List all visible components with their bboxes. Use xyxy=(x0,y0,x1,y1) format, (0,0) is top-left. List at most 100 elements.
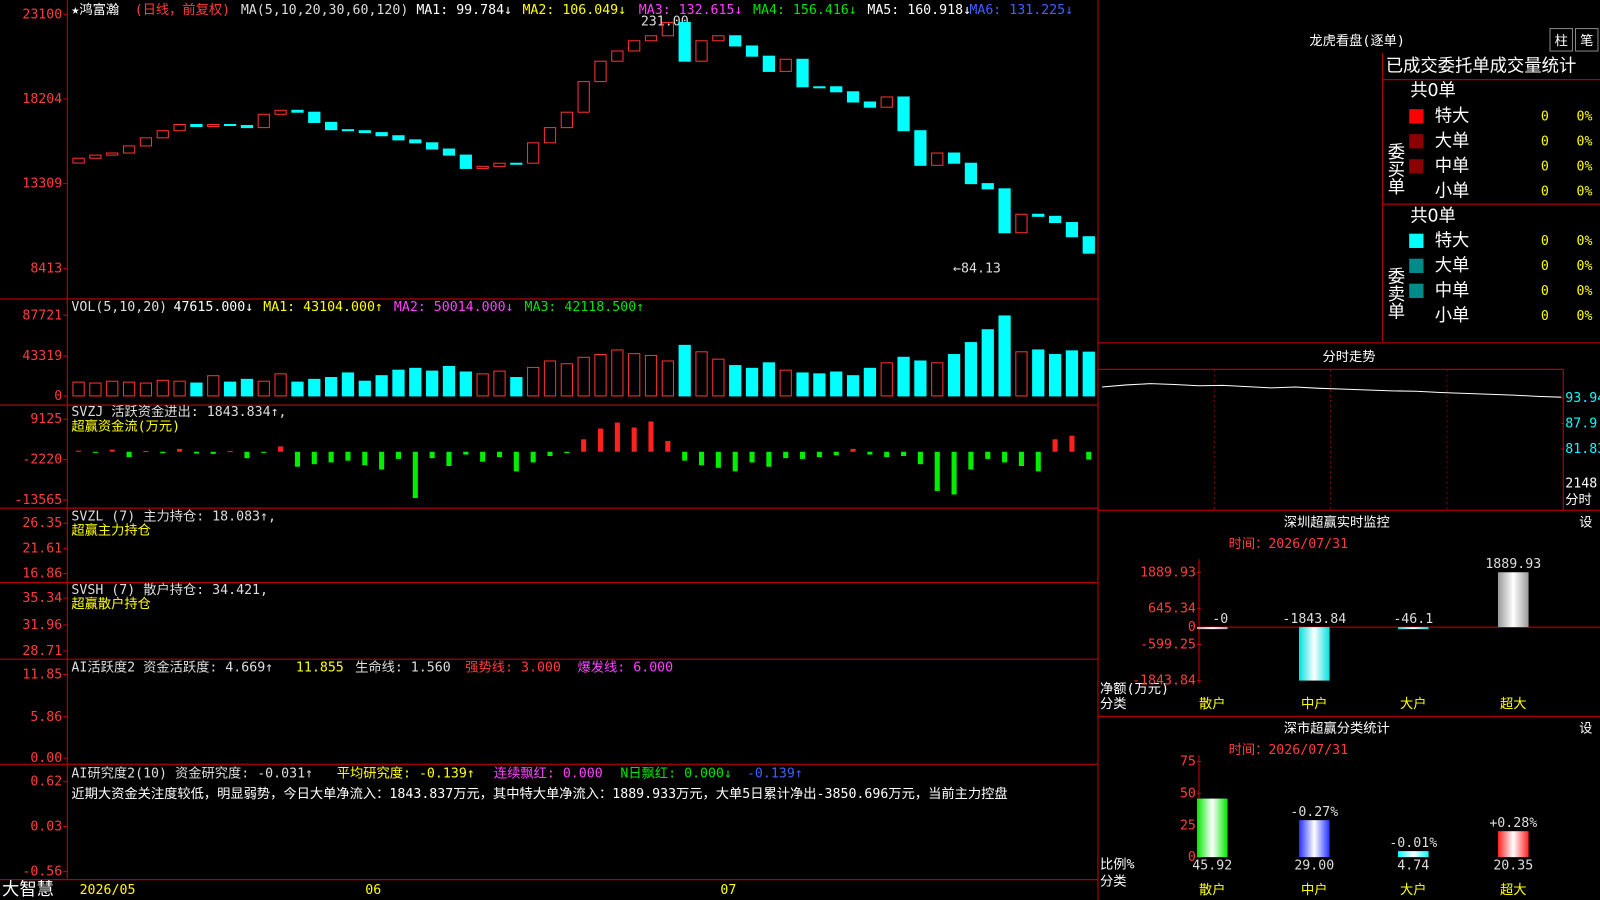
candle xyxy=(678,21,691,62)
y-tick-label: 23100 xyxy=(22,7,62,22)
y-tick-label: 26.35 xyxy=(22,516,62,531)
flow-bar xyxy=(311,451,317,465)
panel-title: 深市超赢分类统计 xyxy=(1284,720,1390,737)
minute-label: 分时 xyxy=(1565,492,1592,508)
ma: MA4: 156.416↓ xyxy=(753,3,857,18)
y-tick-label: 31.96 xyxy=(22,618,62,633)
volume-bar xyxy=(156,379,169,397)
flow-bar xyxy=(1086,451,1092,460)
volume-bar xyxy=(931,362,944,397)
button[interactable]: 设 xyxy=(1579,721,1592,737)
y-tick-label: 5.86 xyxy=(30,710,62,725)
volume-bar xyxy=(830,371,843,397)
candle xyxy=(560,111,573,129)
button[interactable]: 设 xyxy=(1579,514,1592,530)
mode: (日线，前复权) xyxy=(135,1,230,18)
volume-bar xyxy=(594,354,607,397)
volume-bar xyxy=(695,351,708,397)
x-tick-label: 超大 xyxy=(1500,696,1527,712)
volume-bar xyxy=(325,377,338,397)
candle xyxy=(156,130,169,139)
row-value: 0% xyxy=(1577,159,1593,174)
volume-bar xyxy=(914,360,927,397)
candle xyxy=(223,123,237,127)
candle xyxy=(998,188,1011,234)
flow-bar xyxy=(1018,451,1024,467)
change-label: +0.28% xyxy=(1489,816,1537,831)
volume-bar xyxy=(846,375,860,397)
volume-bar xyxy=(543,360,557,397)
flow-bar xyxy=(581,439,587,452)
x-label: 分类 xyxy=(1100,874,1127,890)
candle xyxy=(72,157,85,164)
volume-bar xyxy=(712,358,725,397)
air-header: AI研究度2(10) 资金研究度: -0.031↑ xyxy=(71,765,313,781)
candle xyxy=(914,130,927,166)
volume-bar xyxy=(375,375,388,397)
volume-bar xyxy=(863,367,877,397)
value-label: -46.1 xyxy=(1393,612,1433,627)
candle xyxy=(577,81,590,113)
volume-bar xyxy=(257,380,270,397)
button[interactable] xyxy=(1575,28,1599,52)
y-tick-label: 93.94 xyxy=(1565,391,1600,406)
candle xyxy=(695,40,708,62)
y-tick-label: 18204 xyxy=(22,92,62,107)
volume-bar xyxy=(644,354,658,397)
panel-title: 龙虎看盘(逐单) xyxy=(1309,32,1404,49)
x-tick-label: 07 xyxy=(720,883,736,898)
time: 时间：2026/07/31 xyxy=(1229,536,1349,552)
candle xyxy=(931,152,944,166)
ratio-bar xyxy=(1298,820,1330,858)
svzl-header: 超赢主力持仓 xyxy=(71,522,151,539)
x-tick-label: 中户 xyxy=(1301,881,1328,898)
y-tick-label: 75 xyxy=(1180,754,1196,769)
change-label: -0.01% xyxy=(1389,836,1437,851)
value-label: 20.35 xyxy=(1493,858,1533,873)
y-tick-label: -1843.84 xyxy=(1132,674,1196,689)
volume-bar xyxy=(1048,354,1062,397)
y-tick-label: -13565 xyxy=(14,493,62,508)
row-value: 0 xyxy=(1541,109,1549,124)
volume-bar xyxy=(998,315,1011,397)
candle xyxy=(291,109,304,113)
flow-bar xyxy=(92,451,98,453)
flow-bar xyxy=(395,451,402,459)
flow-bar xyxy=(564,451,570,454)
volume-bar xyxy=(173,380,186,397)
flow-bar xyxy=(1069,435,1075,452)
x-tick-label: 中户 xyxy=(1301,695,1328,712)
flow-bar xyxy=(783,451,789,459)
candle xyxy=(122,145,136,154)
candle xyxy=(628,40,641,52)
net-bar xyxy=(1497,572,1529,628)
price-line xyxy=(1101,383,1562,398)
air-header: -0.139↑ xyxy=(747,766,803,781)
y-tick-label: 0 xyxy=(1188,620,1196,635)
x-tick-label: 大户 xyxy=(1400,695,1427,712)
y-tick-label: 16.86 xyxy=(22,567,62,582)
button[interactable] xyxy=(1549,28,1573,52)
volume-bar xyxy=(207,375,220,397)
brand: 大智慧 xyxy=(2,880,54,900)
button-label[interactable]: 柱 xyxy=(1555,33,1568,49)
volume-bar xyxy=(779,369,792,397)
flow-bar xyxy=(463,451,469,455)
candle xyxy=(830,86,843,93)
vol-header: VOL(5,10,20) xyxy=(71,300,167,315)
x-tick-label: 06 xyxy=(365,883,381,898)
y-tick-label: 11.85 xyxy=(22,667,62,682)
candle xyxy=(510,162,523,165)
flow-bar xyxy=(177,448,183,452)
flow-bar xyxy=(429,451,435,459)
y-label: 净额(万元) xyxy=(1100,681,1169,697)
candle xyxy=(274,109,287,115)
x-tick-label: 散户 xyxy=(1199,695,1226,712)
y-tick-label: 87.9 xyxy=(1565,416,1597,431)
candle xyxy=(240,125,254,129)
button-label[interactable]: 笔 xyxy=(1580,33,1593,49)
row-value: 0 xyxy=(1541,184,1549,199)
ratio-bar xyxy=(1196,798,1228,858)
candle xyxy=(796,58,809,88)
value-label: 29.00 xyxy=(1294,858,1334,873)
